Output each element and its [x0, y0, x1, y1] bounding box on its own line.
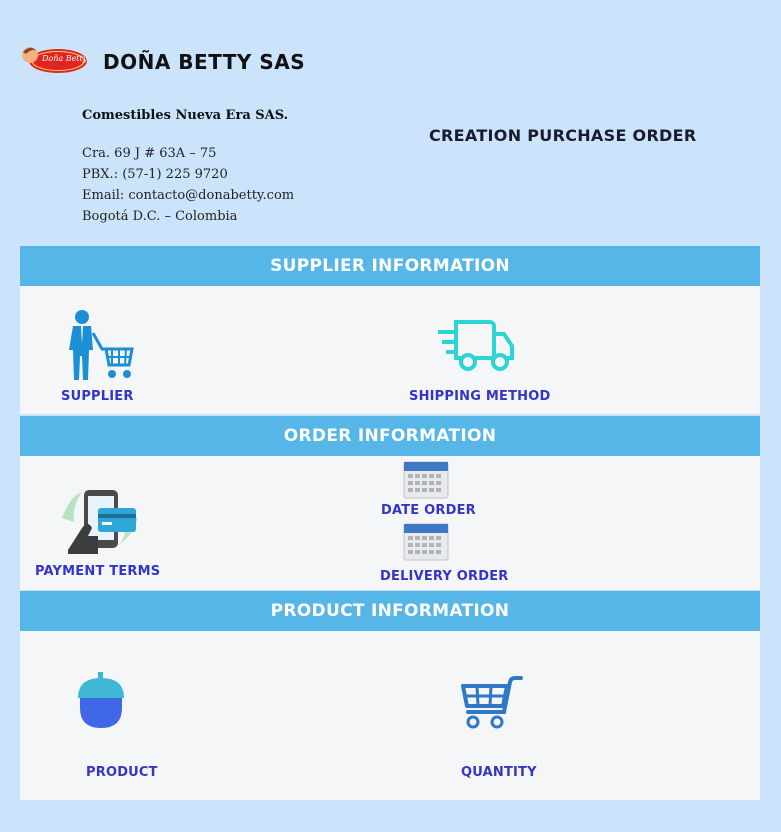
product-label[interactable]: PRODUCT: [86, 765, 158, 780]
mobile-payment-icon[interactable]: [58, 488, 142, 561]
supplier-section-header: SUPPLIER INFORMATION: [20, 246, 760, 286]
calendar-icon[interactable]: [403, 459, 449, 504]
date-order-label[interactable]: DATE ORDER: [381, 503, 476, 518]
delivery-truck-icon[interactable]: [436, 318, 516, 379]
delivery-order-label[interactable]: DELIVERY ORDER: [380, 569, 509, 584]
phone-line: PBX.: (57-1) 225 9720: [82, 167, 228, 182]
order-section-panel: [20, 456, 760, 590]
brand-name: DOÑA BETTY SAS: [103, 50, 306, 74]
address-line: Cra. 69 J # 63A – 75: [82, 146, 217, 161]
acorn-icon[interactable]: [76, 672, 126, 737]
document-title: CREATION PURCHASE ORDER: [429, 126, 697, 145]
company-name: Comestibles Nueva Era SAS.: [82, 108, 289, 123]
supplier-label[interactable]: SUPPLIER: [61, 389, 134, 404]
product-section-header: PRODUCT INFORMATION: [20, 591, 760, 631]
supplier-section-panel: [20, 286, 760, 414]
calendar-icon[interactable]: [403, 521, 449, 566]
quantity-label[interactable]: QUANTITY: [461, 765, 537, 780]
order-section-header: ORDER INFORMATION: [20, 416, 760, 456]
city-line: Bogotá D.C. – Colombia: [82, 209, 238, 224]
email-line: Email: contacto@donabetty.com: [82, 188, 295, 203]
person-cart-icon[interactable]: [64, 309, 136, 388]
product-section-panel: [20, 631, 760, 800]
shopping-cart-icon[interactable]: [459, 674, 523, 737]
payment-terms-label[interactable]: PAYMENT TERMS: [35, 564, 161, 579]
shipping-method-label[interactable]: SHIPPING METHOD: [409, 389, 551, 404]
logo-text: Doña Betty: [42, 54, 88, 63]
brand-logo: Doña Betty: [20, 43, 88, 77]
